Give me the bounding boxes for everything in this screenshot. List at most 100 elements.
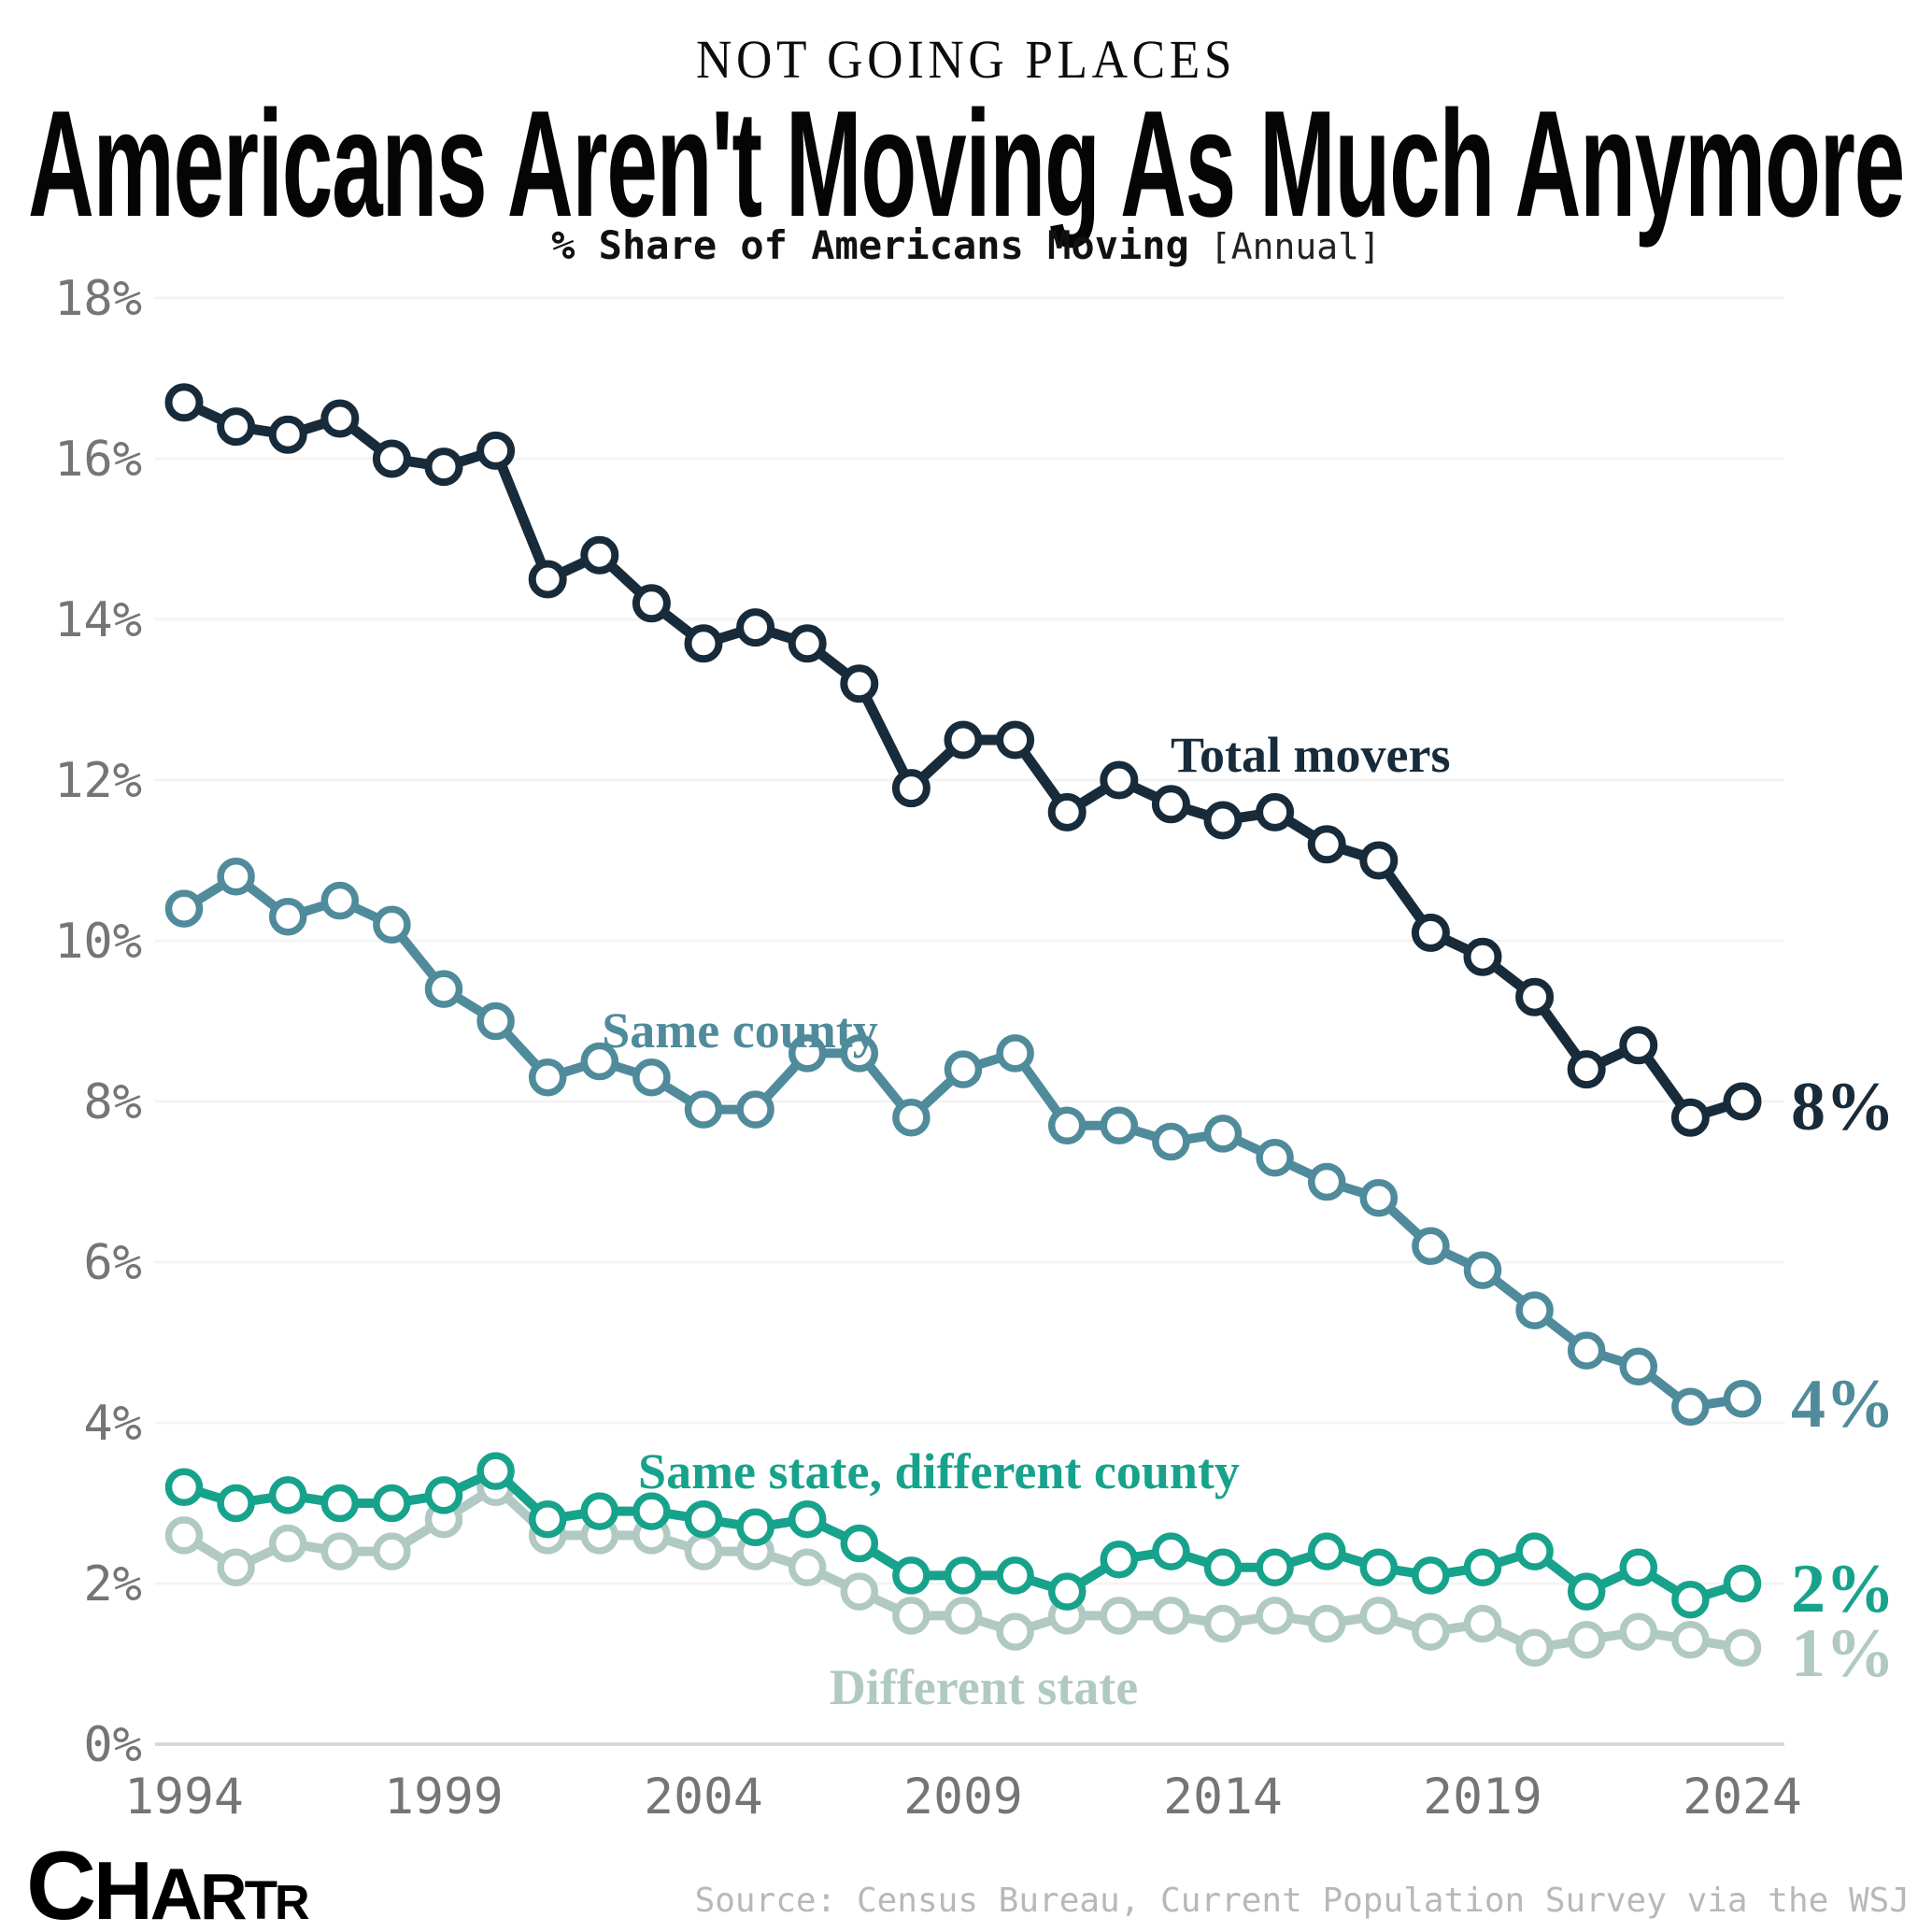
y-tick-label: 4%: [83, 1396, 142, 1452]
data-point-marker: [217, 1548, 255, 1587]
data-point-marker: [684, 624, 723, 663]
x-tick-label: 1999: [384, 1769, 504, 1825]
data-point-marker: [1307, 1532, 1346, 1570]
data-point-marker: [1515, 1532, 1554, 1570]
data-point-marker: [217, 1484, 255, 1523]
data-point-marker: [164, 383, 204, 422]
data-point-marker: [424, 970, 463, 1008]
data-point-marker: [1619, 1612, 1658, 1651]
data-point-marker: [1411, 913, 1450, 952]
data-point-marker: [528, 560, 567, 599]
y-tick-label: 0%: [83, 1717, 142, 1773]
series-end-label: 4%: [1791, 1366, 1895, 1442]
data-point-marker: [891, 769, 930, 808]
data-point-marker: [632, 1492, 671, 1530]
data-point-marker: [1463, 1251, 1502, 1289]
data-point-marker: [528, 1499, 567, 1539]
data-point-marker: [1515, 977, 1555, 1016]
subtitle-tag: [Annual]: [1210, 226, 1381, 267]
data-point-marker: [1723, 1082, 1762, 1121]
series-label: Total movers: [1171, 727, 1450, 783]
data-point-marker: [736, 1508, 774, 1547]
series-label: Different state: [830, 1659, 1138, 1715]
data-point-marker: [1152, 1597, 1190, 1635]
data-point-marker: [840, 1034, 879, 1073]
data-point-marker: [1307, 1604, 1346, 1643]
data-point-marker: [1463, 937, 1502, 976]
data-point-marker: [1567, 1572, 1606, 1611]
data-point-marker: [788, 1499, 827, 1539]
data-point-marker: [424, 447, 463, 487]
data-point-marker: [164, 1516, 204, 1555]
data-point-marker: [840, 1524, 879, 1563]
data-point-marker: [164, 889, 204, 928]
y-tick-label: 10%: [54, 914, 142, 970]
y-tick-label: 2%: [83, 1556, 142, 1612]
data-point-marker: [996, 1556, 1034, 1595]
data-point-marker: [840, 1572, 879, 1611]
data-point-marker: [1723, 1628, 1762, 1668]
logo-letter: C: [26, 1832, 94, 1932]
data-point-marker: [1567, 1331, 1606, 1370]
data-point-marker: [1100, 760, 1139, 800]
data-point-marker: [373, 905, 411, 945]
y-tick-label: 16%: [54, 432, 142, 488]
data-point-marker: [892, 1556, 930, 1595]
logo-letter: R: [200, 1860, 247, 1932]
data-point-marker: [1670, 1098, 1710, 1137]
data-point-marker: [320, 399, 360, 438]
data-point-marker: [1515, 1628, 1554, 1668]
series-same-county: Same county 4%: [164, 857, 1895, 1442]
data-point-marker: [1619, 1026, 1658, 1065]
data-point-marker: [1463, 1548, 1502, 1587]
x-tick-label: 2019: [1423, 1769, 1542, 1825]
data-point-marker: [996, 1612, 1034, 1651]
data-point-marker: [996, 1034, 1034, 1073]
data-point-marker: [1515, 1291, 1554, 1329]
logo-letter: R: [275, 1876, 309, 1930]
data-point-marker: [1100, 1597, 1139, 1635]
series-line: [178, 397, 1748, 1123]
series-label: Same county: [602, 1002, 878, 1058]
data-point-marker: [1619, 1548, 1658, 1587]
data-point-marker: [1307, 1162, 1346, 1201]
data-point-marker: [892, 1597, 930, 1635]
data-point-marker: [1619, 1347, 1658, 1386]
logo-letter: H: [93, 1844, 150, 1932]
series-end-label: 2%: [1791, 1551, 1895, 1627]
data-point-marker: [1671, 1620, 1710, 1659]
data-point-marker: [1671, 1387, 1710, 1427]
logo-letter: A: [150, 1853, 202, 1932]
data-point-marker: [1100, 1106, 1139, 1145]
data-point-marker: [580, 535, 619, 575]
data-point-marker: [373, 1532, 411, 1570]
data-point-marker: [1047, 792, 1087, 831]
y-tick-label: 6%: [83, 1235, 142, 1291]
x-tick-label: 2004: [644, 1769, 763, 1825]
data-point-marker: [892, 1098, 930, 1137]
y-tick-label: 14%: [54, 592, 142, 648]
data-point-marker: [268, 1524, 307, 1563]
series-different-state: Different state 1%: [164, 1468, 1895, 1715]
y-tick-label: 18%: [54, 271, 142, 327]
data-point-marker: [1152, 1532, 1190, 1570]
data-point-marker: [684, 1090, 723, 1129]
data-point-marker: [788, 1548, 827, 1587]
data-point-marker: [1256, 1138, 1294, 1177]
data-point-marker: [684, 1499, 723, 1539]
data-point-marker: [1203, 801, 1243, 840]
data-point-marker: [373, 1484, 411, 1523]
data-point-marker: [944, 1556, 983, 1595]
data-point-marker: [580, 1042, 619, 1081]
data-point-marker: [1412, 1227, 1450, 1266]
series-end-label: 8%: [1791, 1069, 1895, 1145]
data-point-marker: [1100, 1540, 1139, 1579]
data-point-marker: [1256, 1597, 1294, 1635]
data-point-marker: [1723, 1379, 1762, 1418]
data-point-marker: [268, 1476, 307, 1514]
kicker: NOT GOING PLACES: [696, 29, 1236, 90]
data-point-marker: [736, 608, 775, 647]
data-point-marker: [424, 1476, 463, 1514]
data-point-marker: [217, 857, 255, 896]
